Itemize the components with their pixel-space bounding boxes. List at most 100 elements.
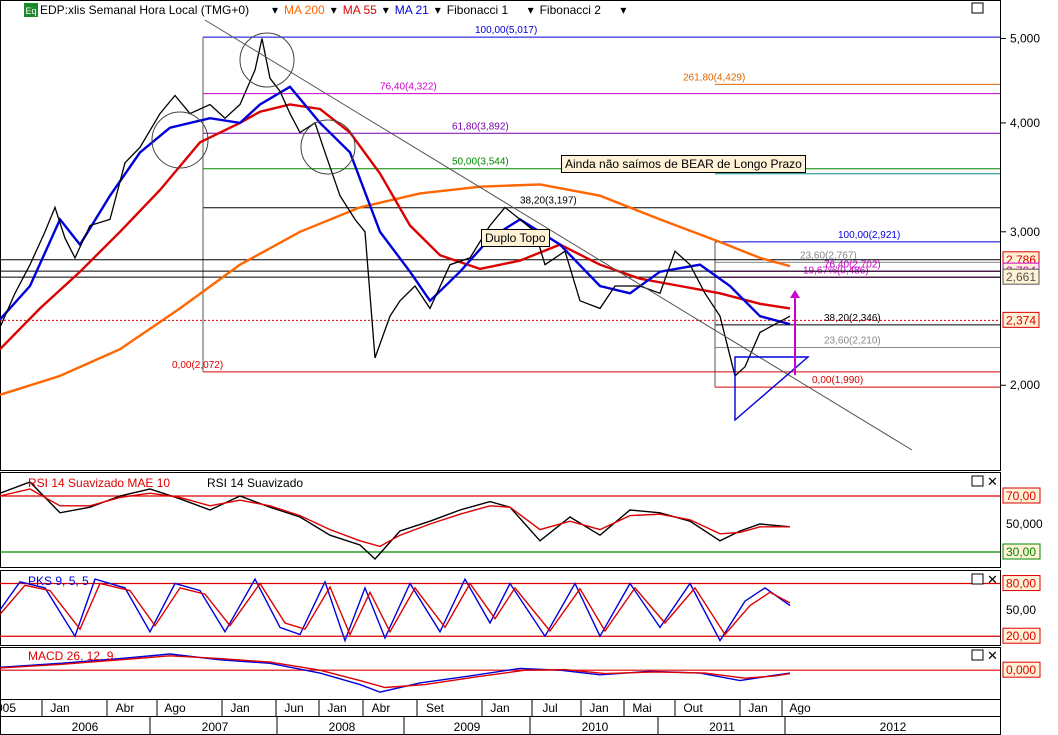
fibonacci-2-label: 0,00(1,990)	[812, 375, 863, 386]
year-label: 2009	[454, 720, 481, 734]
month-label: Out	[683, 701, 703, 715]
indicator-label[interactable]: Fibonacci 2	[540, 3, 602, 17]
indicator-dropdown-arrow: ▾	[620, 3, 626, 17]
indicator-line	[0, 655, 791, 689]
indicator-line	[0, 582, 791, 637]
double-top-annotation[interactable]: Duplo Topo	[481, 229, 550, 247]
y-tick-label: 20,00	[1006, 629, 1036, 643]
y-tick-label: 0,000	[1006, 663, 1036, 677]
price-marker-box	[1002, 311, 1040, 328]
maximize-icon[interactable]	[971, 573, 984, 585]
indicator-label[interactable]: MA 55	[343, 3, 377, 17]
fibonacci-1-label: 61,80(3,892)	[452, 121, 509, 132]
eq-logo: Eq	[26, 6, 37, 16]
target-arrow-head	[790, 290, 800, 298]
year-label: 2007	[202, 720, 229, 734]
month-label: Jan	[50, 701, 69, 715]
indicator-dropdown-arrow: ▾	[383, 3, 389, 17]
top-marker-circle	[239, 32, 295, 88]
price-marker-label: 2,661	[1006, 270, 1036, 284]
indicator-label[interactable]: Fibonacci 1	[447, 3, 509, 17]
price-marker-box	[1002, 268, 1040, 285]
maximize-icon[interactable]	[971, 2, 984, 14]
y-tick-label: 4,000	[1010, 116, 1040, 130]
indicator-legend: ▾ MA 200 ▾ MA 55 ▾ MA 21 ▾ Fibonacci 1 ▾ Fibonacc…	[272, 3, 626, 17]
rsi-title[interactable]: RSI 14 Suavizado MAE 10	[28, 476, 170, 490]
indicator-dropdown-arrow: ▾	[528, 3, 534, 17]
month-label: Jan	[490, 701, 509, 715]
month-label: Jul	[542, 701, 557, 715]
series-line	[0, 103, 791, 351]
fibonacci-2-label: 76,40(2,702)	[824, 259, 881, 270]
indicator-label[interactable]: MA 21	[395, 3, 429, 17]
close-icon[interactable]: ✕	[987, 572, 998, 587]
indicator-label[interactable]: MA 200	[284, 3, 325, 17]
y-tick-label: 50,00	[1006, 603, 1036, 617]
indicator-line	[0, 577, 791, 643]
fibonacci-2-label: 23,60(2,767)	[800, 250, 857, 261]
fibonacci-1-label: 38,20(3,197)	[520, 196, 577, 207]
year-label: 2010	[582, 720, 609, 734]
top-marker-circle	[151, 111, 209, 169]
price-marker-label: 2,374	[1006, 313, 1036, 327]
pks-panel-controls[interactable]: ✕	[971, 572, 998, 587]
month-label: Jan	[748, 701, 767, 715]
value-marker-box	[1002, 661, 1041, 678]
month-label: 005	[0, 701, 16, 715]
month-label: Abr	[116, 701, 135, 715]
fibonacci-1-label: 0,00(2,072)	[172, 360, 223, 371]
year-label: 2011	[709, 720, 735, 734]
rsi-title-2[interactable]: RSI 14 Suavizado	[207, 476, 303, 490]
year-label: 2008	[329, 720, 356, 734]
month-label: Jan	[327, 701, 346, 715]
pks-title[interactable]: PKS 9, 5, 5	[28, 574, 89, 588]
y-tick-label: 2,000	[1010, 378, 1040, 392]
series-line	[0, 183, 791, 396]
year-label: 2006	[72, 720, 99, 734]
y-tick-label: 70,00	[1006, 489, 1036, 503]
fibonacci-2-label: 38,20(2,346)	[824, 313, 881, 324]
value-marker-box	[1002, 543, 1041, 560]
bear-trendline	[204, 19, 913, 451]
series-line	[0, 38, 791, 378]
month-label: Set	[426, 701, 445, 715]
month-label: Ago	[164, 701, 186, 715]
fibonacci-2-label: 23,60(2,210)	[824, 335, 881, 346]
fibonacci-2-label: 100,00(2,921)	[838, 230, 900, 241]
fibonacci-1-label: 261,80(4,429)	[683, 72, 745, 83]
month-label: Jan	[230, 701, 249, 715]
month-label: Abr	[372, 701, 391, 715]
y-tick-label: 3,000	[1010, 225, 1040, 239]
bear-annotation[interactable]: Ainda não saímos de BEAR de Longo Prazo	[561, 155, 806, 173]
fibonacci-1-label: 50,00(3,544)	[452, 157, 509, 168]
month-label: Jan	[589, 701, 608, 715]
value-marker-box	[1002, 575, 1041, 592]
year-label: 2012	[880, 720, 907, 734]
value-marker-box	[1002, 627, 1041, 644]
value-marker-box	[1002, 487, 1041, 504]
indicator-dropdown-arrow: ▾	[331, 3, 337, 17]
top-marker-circle	[300, 119, 356, 175]
chart-title[interactable]: EDP:xlis Semanal Hora Local (TMG+0)	[40, 3, 249, 17]
indicator-dropdown-arrow: ▾	[435, 3, 441, 17]
pks-panel	[0, 570, 1001, 646]
eq-logo-icon	[24, 3, 38, 17]
y-tick-label: 80,00	[1006, 577, 1036, 591]
rsi-panel-controls[interactable]: ✕	[971, 474, 998, 489]
month-label: Ago	[789, 701, 811, 715]
y-tick-label: 30,00	[1006, 545, 1036, 559]
maximize-icon[interactable]	[971, 475, 984, 487]
indicator-line	[0, 488, 790, 548]
close-icon[interactable]: ✕	[987, 648, 998, 663]
maximize-icon[interactable]	[971, 649, 984, 661]
close-icon[interactable]: ✕	[987, 474, 998, 489]
y-tick-label: 5,000	[1010, 31, 1040, 45]
y-tick-label: 50,000	[1006, 517, 1043, 531]
month-label: Mai	[632, 701, 651, 715]
month-label: Jun	[284, 701, 303, 715]
macd-title[interactable]: MACD 26, 12, 9	[28, 649, 114, 663]
macd-panel-controls[interactable]: ✕	[971, 648, 998, 663]
indicator-dropdown-arrow: ▾	[272, 3, 278, 17]
triangle-pattern	[734, 356, 810, 422]
